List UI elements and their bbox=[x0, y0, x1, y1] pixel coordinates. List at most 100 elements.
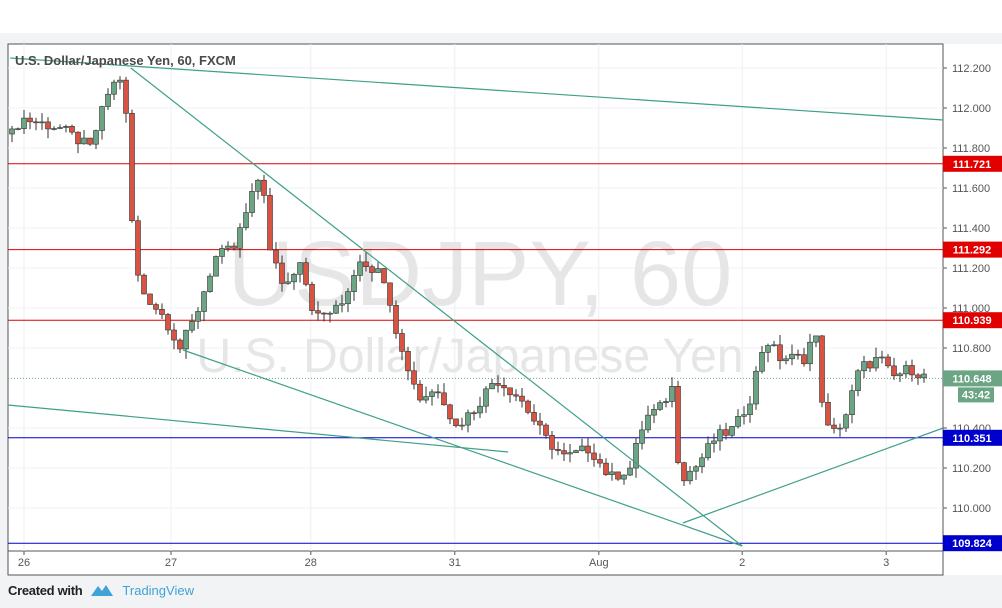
candle-up bbox=[627, 467, 633, 476]
candle-down bbox=[435, 391, 441, 394]
candle-up bbox=[81, 137, 87, 145]
x-tick-label: 3 bbox=[883, 557, 889, 569]
candle-up bbox=[429, 391, 435, 397]
candle-down bbox=[381, 268, 387, 284]
candle-up bbox=[183, 329, 189, 350]
x-tick-label: 28 bbox=[305, 557, 317, 569]
candle-up bbox=[255, 179, 261, 192]
y-tick-label: 111.400 bbox=[952, 223, 990, 235]
candle-down bbox=[411, 370, 417, 385]
level-badge bbox=[943, 312, 1002, 329]
candle-up bbox=[633, 442, 639, 469]
candle-up bbox=[21, 117, 27, 129]
candle-down bbox=[315, 310, 321, 314]
created-with-label: Created with bbox=[8, 582, 83, 598]
candle-up bbox=[327, 312, 333, 315]
candle-up bbox=[333, 304, 339, 314]
candle-up bbox=[807, 341, 813, 365]
candle-up bbox=[207, 275, 213, 293]
footer: Created with TradingView bbox=[8, 582, 194, 598]
candle-down bbox=[387, 282, 393, 306]
x-tick-label: 27 bbox=[165, 557, 177, 569]
candle-down bbox=[885, 356, 891, 367]
level-badge bbox=[943, 241, 1002, 258]
candle-up bbox=[669, 386, 675, 402]
candle-up bbox=[771, 344, 777, 347]
candle-down bbox=[123, 79, 129, 114]
candle-up bbox=[357, 261, 363, 276]
candle-up bbox=[705, 443, 711, 459]
candle-up bbox=[849, 390, 855, 416]
candle-down bbox=[501, 385, 507, 389]
candle-up bbox=[489, 383, 495, 390]
candle-up bbox=[897, 373, 903, 377]
candle-up bbox=[729, 426, 735, 436]
candle-down bbox=[591, 452, 597, 460]
candle-down bbox=[321, 312, 327, 315]
candle-up bbox=[51, 128, 57, 130]
candle-down bbox=[681, 462, 687, 482]
candle-down bbox=[525, 400, 531, 413]
countdown-badge bbox=[958, 387, 994, 403]
chart-title: U.S. Dollar/Japanese Yen, 60, FXCM bbox=[15, 53, 236, 68]
candle-up bbox=[39, 121, 45, 124]
candle-up bbox=[111, 81, 117, 95]
candle-up bbox=[687, 470, 693, 482]
candle-up bbox=[717, 429, 723, 442]
candle-down bbox=[159, 309, 165, 315]
trend-line bbox=[682, 427, 944, 524]
candle-up bbox=[375, 268, 381, 273]
candle-up bbox=[711, 440, 717, 444]
level-label: 110.351 bbox=[952, 433, 991, 445]
candle-up bbox=[843, 414, 849, 429]
level-label: 111.721 bbox=[953, 159, 992, 171]
candle-up bbox=[735, 416, 741, 427]
candle-down bbox=[519, 395, 525, 402]
candle-up bbox=[9, 128, 15, 135]
candle-up bbox=[879, 356, 885, 359]
candle-down bbox=[531, 412, 537, 422]
candle-down bbox=[267, 195, 273, 251]
candle-up bbox=[663, 401, 669, 403]
y-tick-label: 112.200 bbox=[952, 63, 991, 75]
candle-down bbox=[69, 126, 75, 133]
candle-up bbox=[297, 262, 303, 275]
candle-down bbox=[585, 445, 591, 454]
x-tick-label: 26 bbox=[18, 557, 30, 569]
candle-down bbox=[825, 401, 831, 426]
tradingview-logo-icon[interactable] bbox=[90, 582, 114, 598]
candle-up bbox=[105, 93, 111, 107]
candle-down bbox=[363, 261, 369, 268]
candle-up bbox=[15, 128, 21, 130]
candle-up bbox=[99, 106, 105, 131]
candle-down bbox=[393, 305, 399, 334]
candle-down bbox=[867, 361, 873, 369]
candle-up bbox=[609, 471, 615, 475]
candle-up bbox=[741, 414, 747, 417]
candle-up bbox=[225, 245, 231, 249]
candle-up bbox=[855, 370, 861, 392]
candle-up bbox=[213, 256, 219, 277]
candle-up bbox=[657, 402, 663, 410]
price-axis[interactable] bbox=[943, 44, 1002, 575]
candle-down bbox=[513, 394, 519, 397]
candle-up bbox=[921, 373, 927, 379]
candle-up bbox=[837, 427, 843, 430]
candle-up bbox=[789, 353, 795, 360]
x-tick-label: 2 bbox=[739, 557, 745, 569]
candle-down bbox=[129, 113, 135, 221]
level-label: 111.292 bbox=[953, 245, 992, 257]
candle-down bbox=[279, 262, 285, 284]
candle-down bbox=[471, 412, 477, 415]
candle-down bbox=[171, 329, 177, 341]
candle-down bbox=[231, 245, 237, 249]
candle-up bbox=[249, 191, 255, 213]
candle-up bbox=[651, 409, 657, 416]
y-tick-label: 111.200 bbox=[952, 263, 990, 275]
candle-up bbox=[423, 396, 429, 401]
candle-down bbox=[453, 418, 459, 426]
candle-down bbox=[831, 424, 837, 429]
tradingview-link[interactable]: TradingView bbox=[122, 582, 194, 598]
candle-up bbox=[813, 335, 819, 343]
